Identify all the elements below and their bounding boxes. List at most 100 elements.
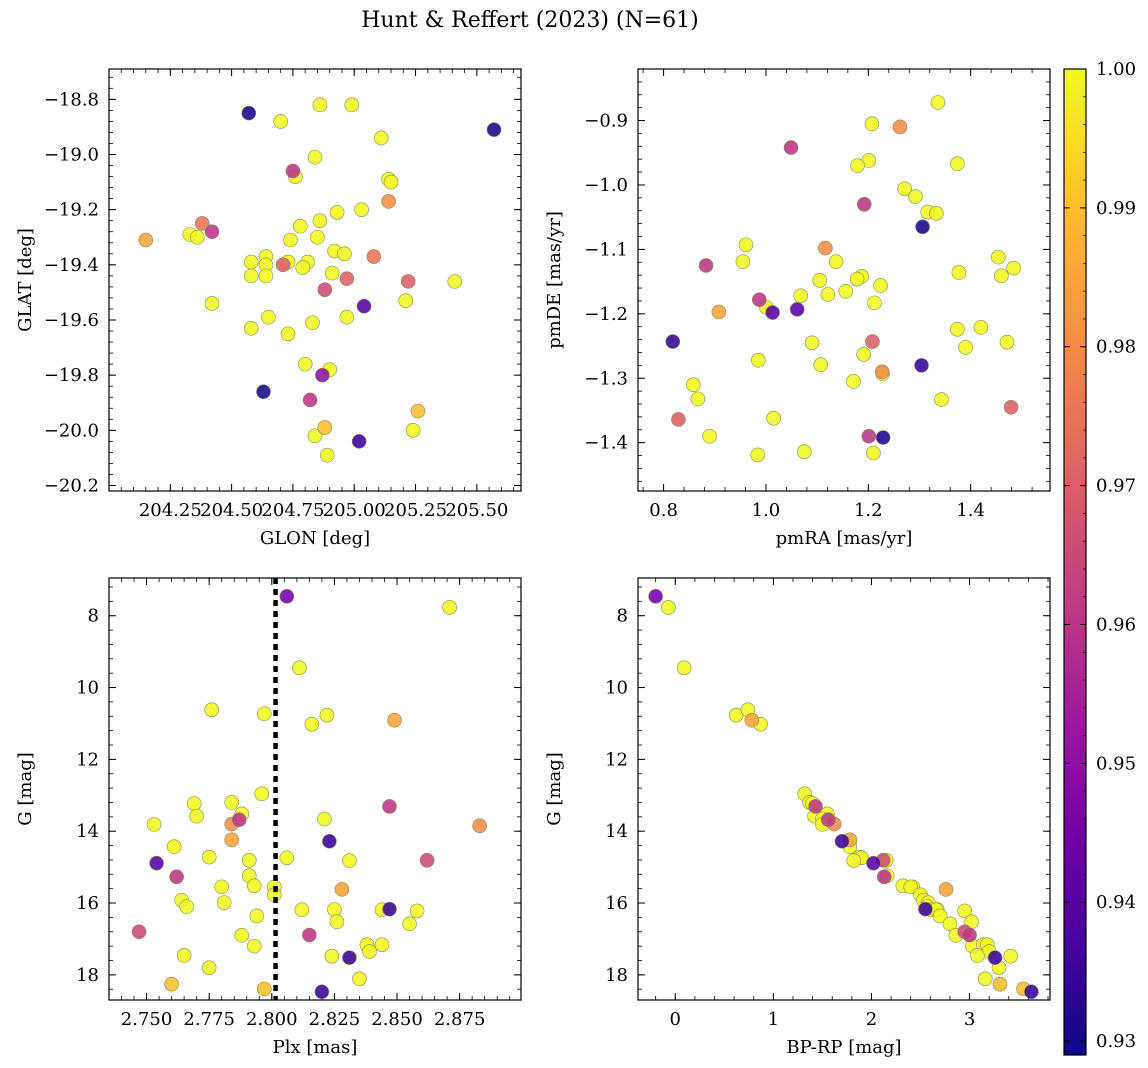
- scatter-point: [241, 105, 257, 121]
- scatter-point: [246, 938, 262, 954]
- scatter-point: [243, 268, 259, 284]
- y-tick-label: 8: [617, 606, 628, 627]
- scatter-points: [138, 97, 502, 463]
- x-tick-label: 205.25: [384, 500, 447, 521]
- scatter-point: [405, 423, 421, 438]
- x-tick-label: 1: [768, 1009, 779, 1030]
- scatter-point: [273, 114, 288, 129]
- panel-plx-g: 2.750 2.775 2.800 2.825 2.850 2.875 8 10 12 14 16 1…: [15, 577, 522, 1058]
- scatter-point: [991, 249, 1006, 265]
- scatter-point: [231, 812, 247, 828]
- x-tick-label: 2: [866, 1009, 877, 1030]
- scatter-point: [846, 374, 861, 389]
- scatter-point: [166, 839, 182, 854]
- scatter-point: [294, 902, 310, 918]
- scatter-point: [987, 950, 1003, 965]
- scatter-point: [189, 808, 204, 824]
- scatter-point: [702, 428, 717, 444]
- scatter-point: [1003, 399, 1019, 415]
- scatter-point: [319, 707, 335, 723]
- colorbar-gradient: [1063, 68, 1087, 1056]
- scatter-point: [138, 232, 154, 248]
- y-axis-label: G [mag]: [544, 752, 565, 825]
- scatter-point: [861, 428, 877, 444]
- scatter-point: [324, 265, 340, 281]
- scatter-point: [373, 130, 389, 146]
- x-tick-label: 1.0: [752, 500, 781, 521]
- scatter-point: [246, 878, 262, 894]
- scatter-point: [329, 205, 345, 220]
- x-axis-label: pmRA [mas/yr]: [776, 528, 913, 549]
- plot-frame: [108, 68, 522, 492]
- scatter-point: [856, 347, 872, 362]
- scatter-point: [793, 288, 809, 304]
- scatter-point: [243, 254, 259, 270]
- y-tick-label: 10: [605, 678, 628, 699]
- scatter-point: [256, 981, 272, 997]
- plot-frame: [637, 577, 1051, 1001]
- y-tick-label: −19.6: [44, 310, 99, 331]
- scatter-point: [685, 377, 701, 392]
- scatter-point: [400, 274, 416, 289]
- plot-frame: [637, 68, 1051, 492]
- scatter-point: [256, 706, 272, 722]
- scatter-point: [261, 309, 276, 325]
- y-tick-label: 18: [76, 965, 99, 986]
- scatter-point: [849, 271, 865, 287]
- scatter-point: [337, 246, 352, 262]
- scatter-point: [866, 855, 881, 871]
- scatter-point: [818, 240, 833, 256]
- x-tick-label: 2.775: [183, 1009, 235, 1030]
- scatter-point: [938, 882, 954, 897]
- scatter-point: [146, 817, 162, 832]
- scatter-point: [204, 296, 220, 311]
- scatter-point: [387, 712, 402, 728]
- scatter-point: [929, 206, 944, 221]
- scatter-point: [329, 914, 345, 930]
- scatter-point: [283, 232, 298, 248]
- scatter-point: [918, 901, 933, 917]
- colorbar-tick-label: 0.93: [1096, 1031, 1136, 1052]
- scatter-point: [312, 97, 328, 113]
- scatter-point: [765, 305, 780, 320]
- scatter-point: [382, 799, 397, 814]
- scatter-point: [304, 716, 320, 732]
- scatter-point: [285, 163, 301, 179]
- scatter-point: [866, 445, 881, 461]
- scatter-point: [169, 869, 184, 885]
- scatter-point: [354, 202, 369, 217]
- y-tick-label: 12: [605, 749, 628, 770]
- scatter-point: [834, 833, 850, 849]
- scatter-point: [292, 218, 308, 234]
- scatter-point: [334, 882, 350, 897]
- scatter-point: [410, 403, 426, 419]
- scatter-point: [676, 660, 692, 676]
- scatter-point: [808, 799, 823, 814]
- colorbar-tick-label: 0.97: [1096, 476, 1136, 497]
- scatter-point: [204, 702, 219, 718]
- scatter-point: [342, 950, 357, 965]
- scatter-point: [279, 850, 295, 866]
- scatter-point: [201, 960, 217, 975]
- y-tick-label: −1.0: [584, 175, 628, 196]
- scatter-point: [738, 237, 754, 253]
- y-tick-label: −1.1: [584, 239, 628, 260]
- x-tick-label: 204.25: [139, 500, 202, 521]
- x-tick-label: 0: [670, 1009, 681, 1030]
- scatter-point: [186, 796, 202, 811]
- scatter-point: [951, 265, 967, 280]
- x-tick-label: 205.50: [445, 500, 508, 521]
- scatter-point: [751, 292, 767, 307]
- scatter-point: [864, 116, 880, 132]
- scatter-point: [317, 282, 333, 297]
- scatter-point: [744, 712, 760, 728]
- x-tick-label: 3: [964, 1009, 975, 1030]
- scatter-point: [930, 95, 946, 110]
- scatter-point: [224, 795, 240, 810]
- scatter-point: [356, 298, 372, 314]
- scatter-point: [280, 326, 296, 342]
- scatter-point: [442, 600, 457, 615]
- y-tick-label: −19.4: [44, 255, 99, 276]
